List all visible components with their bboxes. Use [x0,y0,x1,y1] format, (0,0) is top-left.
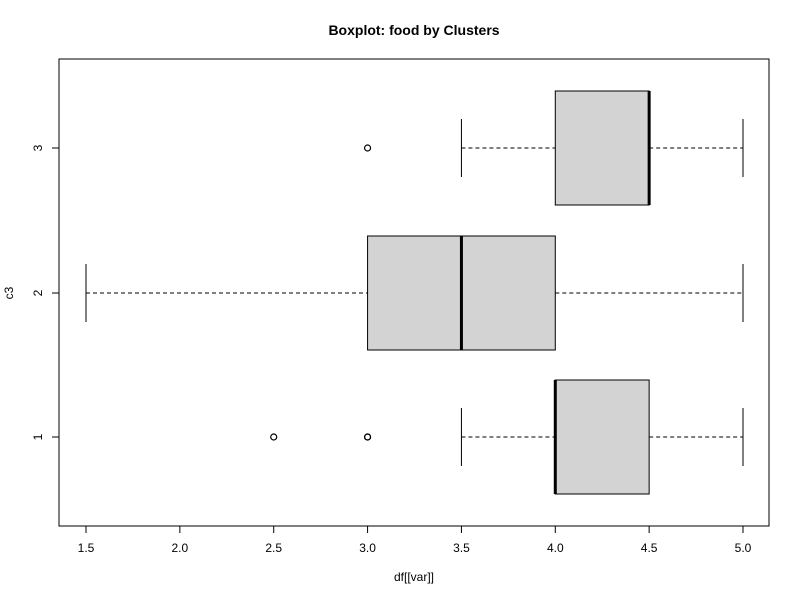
y-tick-label: 3 [31,144,45,151]
x-tick-label: 4.5 [641,541,658,555]
outlier-point [270,433,278,441]
box-iqr [554,90,650,206]
x-tick-label: 3.0 [359,541,376,555]
y-tick-label: 2 [31,289,45,296]
boxes-layer [85,90,744,495]
chart-title: Boxplot: food by Clusters [328,22,499,38]
box-iqr [554,379,650,495]
x-axis: 1.5 2.0 2.5 3.0 3.5 4.0 4.5 5.0 [78,525,752,555]
x-tick-label: 2.0 [172,541,189,555]
x-axis-label: df[[var]] [394,570,434,584]
x-tick-label: 5.0 [735,541,752,555]
y-axis-label: c3 [2,286,16,299]
outlier-point [363,433,372,441]
box-group-1 [270,379,744,495]
x-tick-label: 3.5 [453,541,470,555]
box-group-3 [363,90,744,206]
x-tick-label: 4.0 [547,541,564,555]
y-axis: 1 2 3 [31,144,60,440]
x-tick-label: 2.5 [265,541,282,555]
y-tick-label: 1 [31,433,45,440]
box-group-2 [85,235,744,351]
outlier-point [363,144,372,152]
x-tick-label: 1.5 [78,541,95,555]
